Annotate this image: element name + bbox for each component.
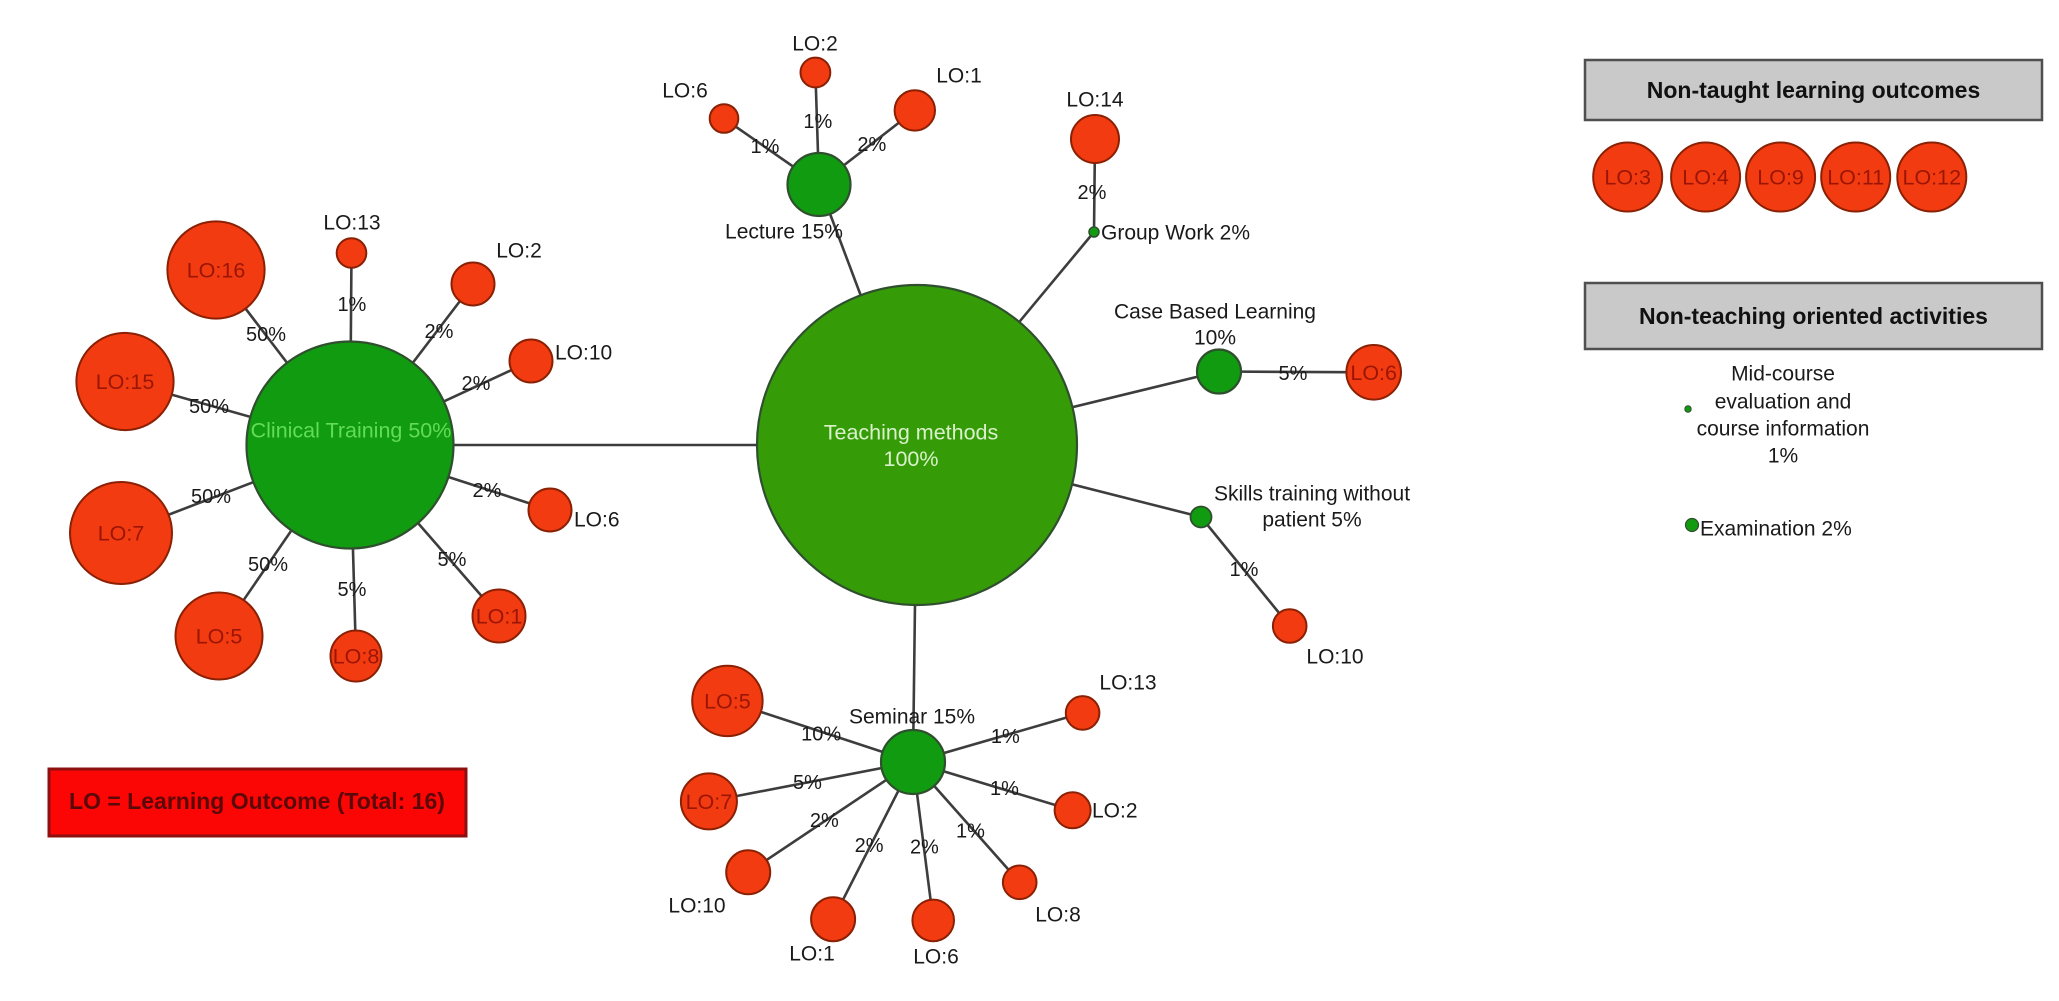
svg-text:10%: 10%: [801, 723, 841, 745]
svg-text:1%: 1%: [991, 726, 1020, 748]
svg-text:LO:3: LO:3: [1604, 166, 1651, 190]
svg-text:5%: 5%: [1279, 363, 1308, 385]
svg-text:50%: 50%: [189, 396, 229, 418]
svg-text:patient 5%: patient 5%: [1262, 508, 1361, 531]
svg-text:Non-taught learning outcomes: Non-taught learning outcomes: [1647, 77, 1981, 103]
svg-text:LO:2: LO:2: [496, 239, 542, 262]
svg-text:2%: 2%: [1078, 182, 1107, 204]
svg-text:Case Based Learning: Case Based Learning: [1114, 300, 1316, 323]
svg-text:LO:7: LO:7: [98, 522, 145, 546]
svg-text:LO:12: LO:12: [1903, 166, 1962, 190]
svg-text:50%: 50%: [248, 554, 288, 576]
svg-text:50%: 50%: [246, 324, 286, 346]
svg-text:LO:1: LO:1: [476, 605, 523, 629]
svg-text:LO:6: LO:6: [913, 945, 959, 968]
svg-text:5%: 5%: [793, 772, 822, 794]
svg-text:Mid-course: Mid-course: [1731, 362, 1835, 385]
svg-text:Group Work 2%: Group Work 2%: [1101, 221, 1250, 244]
svg-text:LO:6: LO:6: [662, 79, 708, 102]
svg-text:Teaching methods: Teaching methods: [824, 421, 999, 445]
svg-text:evaluation and: evaluation and: [1715, 390, 1852, 413]
svg-text:2%: 2%: [855, 835, 884, 857]
svg-text:1%: 1%: [990, 778, 1019, 800]
svg-text:LO:8: LO:8: [1035, 903, 1081, 926]
svg-text:Clinical Training 50%: Clinical Training 50%: [251, 419, 452, 443]
svg-text:LO:5: LO:5: [704, 690, 751, 714]
svg-text:LO:6: LO:6: [1350, 361, 1397, 385]
svg-text:2%: 2%: [473, 480, 502, 502]
svg-text:LO:6: LO:6: [574, 508, 620, 531]
svg-text:Non-teaching oriented activiti: Non-teaching oriented activities: [1639, 303, 1988, 329]
svg-text:Skills training without: Skills training without: [1214, 482, 1410, 505]
svg-text:1%: 1%: [956, 820, 985, 842]
svg-text:LO:9: LO:9: [1757, 166, 1804, 190]
svg-text:2%: 2%: [810, 810, 839, 832]
svg-text:LO:13: LO:13: [1099, 671, 1156, 694]
svg-text:LO:11: LO:11: [1827, 166, 1884, 190]
svg-text:LO:10: LO:10: [668, 894, 725, 917]
svg-text:Examination 2%: Examination 2%: [1700, 517, 1852, 540]
svg-text:100%: 100%: [884, 447, 939, 471]
svg-text:1%: 1%: [751, 136, 780, 158]
svg-text:Seminar 15%: Seminar 15%: [849, 705, 975, 728]
svg-text:1%: 1%: [803, 111, 832, 133]
svg-text:LO:13: LO:13: [323, 211, 380, 234]
svg-text:Lecture 15%: Lecture 15%: [725, 220, 843, 243]
svg-text:2%: 2%: [857, 134, 886, 156]
svg-text:LO:4: LO:4: [1682, 166, 1729, 190]
svg-text:50%: 50%: [191, 486, 231, 508]
svg-text:1%: 1%: [1768, 444, 1798, 467]
svg-text:LO:10: LO:10: [555, 341, 612, 364]
svg-text:LO:2: LO:2: [792, 32, 838, 55]
svg-text:5%: 5%: [438, 549, 467, 571]
svg-text:LO:2: LO:2: [1092, 799, 1138, 822]
svg-text:LO:14: LO:14: [1066, 88, 1124, 111]
svg-text:LO:5: LO:5: [196, 625, 243, 649]
svg-text:1%: 1%: [337, 294, 366, 316]
svg-text:LO:7: LO:7: [686, 790, 733, 814]
svg-text:2%: 2%: [425, 321, 454, 343]
svg-text:LO = Learning Outcome (Total:: LO = Learning Outcome (Total: 16): [69, 788, 445, 814]
svg-text:LO:1: LO:1: [936, 64, 982, 87]
svg-text:LO:10: LO:10: [1306, 645, 1363, 668]
svg-text:LO:16: LO:16: [187, 259, 246, 283]
svg-text:5%: 5%: [338, 579, 367, 601]
svg-text:2%: 2%: [462, 373, 491, 395]
svg-text:LO:15: LO:15: [96, 370, 155, 394]
svg-text:10%: 10%: [1194, 326, 1236, 349]
svg-text:1%: 1%: [1230, 559, 1259, 581]
svg-text:2%: 2%: [910, 836, 939, 858]
svg-text:LO:1: LO:1: [789, 942, 835, 965]
svg-text:course information: course information: [1697, 417, 1870, 440]
svg-text:LO:8: LO:8: [333, 645, 380, 669]
